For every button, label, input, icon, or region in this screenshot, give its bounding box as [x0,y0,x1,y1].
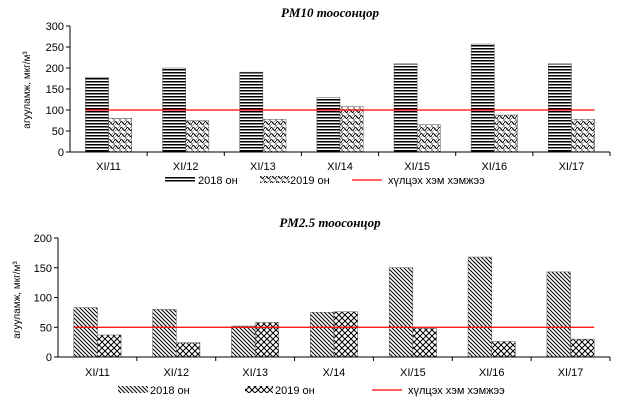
y-tick-label: 100 [34,293,52,305]
x-tick-label: XI/12 [163,367,189,379]
x-tick-label: XI/13 [242,367,268,379]
legend-label-2018: 2018 он [150,385,190,397]
y-tick-label: 100 [46,105,64,117]
y-axis-label: агууламж, мкг/м³ [22,51,33,129]
x-tick-label: XI/13 [250,161,276,173]
y-axis-label: агууламж, мкг/м³ [12,261,23,339]
bar-2018-XI-15 [388,267,414,358]
bar-2019-XI-11 [97,334,122,358]
x-tick-label: XI/16 [479,367,505,379]
y-tick-label: 150 [46,84,64,96]
bar-2019-XI-14 [339,106,364,153]
x-tick-label: XI/12 [173,161,199,173]
legend: 2018 он 2019 он хүлцэх хэм хэмжээ [118,385,505,397]
bar-2019-XI-16 [494,114,518,153]
bar-2019-X-14 [333,311,358,358]
bar-2018-X-14 [310,312,335,358]
bar-2019-XI-17 [570,338,595,358]
legend-swatch-2019 [260,176,290,183]
bar-2019-XI-17 [571,118,595,153]
bar-2019-XI-11 [108,118,132,153]
bar-2019-XI-16 [491,341,516,358]
x-tick-label: XI/15 [404,161,430,173]
bar-2019-XI-15 [412,328,437,358]
x-tick-label: XI/17 [558,367,584,379]
y-tick-label: 0 [58,147,64,159]
chart-pm10: PM10 тоосонцор агууламж, мкг/м³ 0 50 100 15… [22,5,611,187]
x-tick-label: XI/16 [481,161,507,173]
legend-swatch-2019 [245,386,273,393]
bar-2018-XI-13 [231,325,256,358]
bar-2018-XI-11 [85,76,109,153]
bar-2019-XI-15 [416,124,441,153]
bar-2018-XI-16 [467,256,492,358]
x-tick-label: XI/15 [400,367,426,379]
legend-swatch-2018 [118,386,148,393]
bar-2018-XI-17 [548,63,572,153]
chart-pm25: PM2.5 тоосонцор агууламж, мкг/м³ 0 50 100 1… [12,215,611,397]
bar-2019-XI-13 [262,118,287,153]
y-tick-label: 300 [46,21,64,33]
legend-label-threshold: хүлцэх хэм хэмжээ [388,175,485,187]
bar-2018-XI-13 [239,71,264,153]
x-tick-label: XI/11 [96,161,121,173]
legend-swatch-2018 [165,176,195,183]
y-tick-label: 50 [40,322,52,334]
x-tick-label: X/14 [323,367,346,379]
chart-title: PM2.5 тоосонцор [279,215,381,230]
chart-title: PM10 тоосонцор [281,5,380,20]
legend-label-threshold: хүлцэх хэм хэмжээ [408,385,505,397]
x-tick-label: XI/11 [85,367,110,379]
x-tick-label: XI/14 [327,161,353,173]
legend: 2018 он 2019 он хүлцэх хэм хэмжээ [165,175,485,187]
bar-2018-XI-17 [546,271,571,358]
y-tick-label: 50 [52,126,64,138]
bar-2018-XI-16 [470,43,495,153]
bar-2019-XI-12 [185,120,210,153]
y-tick-label: 200 [46,63,64,75]
legend-label-2019: 2019 он [275,385,315,397]
bar-2018-XI-15 [393,63,418,153]
x-tick-label: XI/17 [559,161,585,173]
bar-2018-XI-12 [152,309,177,358]
y-tick-label: 0 [46,352,52,364]
bar-2018-XI-11 [73,307,98,358]
legend-label-2019: 2019 он [290,175,330,187]
y-tick-label: 250 [46,42,64,54]
y-tick-label: 150 [34,263,52,275]
legend-label-2018: 2018 он [198,175,238,187]
bar-2018-XI-14 [316,97,341,153]
y-tick-label: 200 [34,233,52,245]
bar-2019-XI-12 [176,342,201,358]
